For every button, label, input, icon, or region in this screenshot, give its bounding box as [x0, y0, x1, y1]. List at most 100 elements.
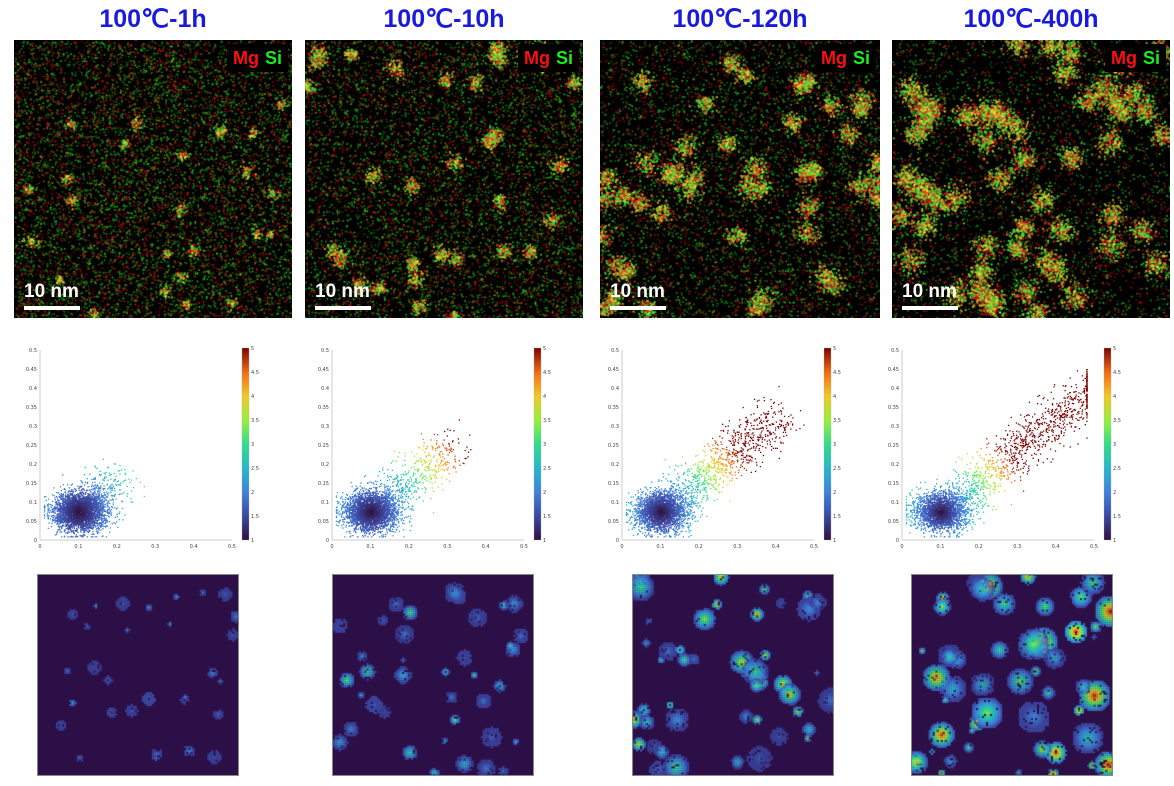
scatter-point [68, 513, 71, 515]
scatter-point [74, 490, 76, 492]
scatter-point [94, 466, 96, 468]
scatter-point [366, 502, 369, 504]
scatter-point [92, 533, 94, 535]
scatter-point [104, 494, 106, 496]
scatter-point [357, 528, 360, 530]
scatter-point [86, 524, 88, 526]
scatter-point [51, 520, 54, 522]
scatter-point [75, 495, 77, 497]
scatter-point [95, 508, 97, 510]
scatter-point [121, 500, 123, 502]
scatter-point [81, 521, 83, 523]
scatter-point [66, 508, 68, 511]
scatter-point [77, 511, 80, 513]
scatter-point [56, 502, 58, 504]
scatter-point [82, 529, 84, 531]
scatter-point [106, 491, 108, 493]
scatter-point [81, 528, 84, 531]
scatter-point [346, 505, 348, 507]
scatter-point [76, 519, 78, 521]
scatter-point [377, 528, 379, 530]
scatter-point [389, 509, 392, 511]
scatter-point [74, 495, 76, 498]
scatter-point [83, 520, 85, 522]
scatter-point [111, 487, 113, 489]
scatter-point [106, 493, 108, 495]
scatter-point [57, 518, 59, 520]
scatter-point [402, 522, 404, 524]
scatter-point [107, 467, 109, 469]
scatter-point [80, 504, 83, 507]
scatter-point [84, 507, 87, 509]
scatter-point [74, 505, 77, 507]
scatter-point [74, 502, 76, 504]
scatter-point [49, 503, 51, 506]
scatter-point [93, 497, 96, 499]
scatter-point [105, 517, 108, 520]
scatter-point [423, 475, 425, 477]
scatter-point [82, 527, 85, 529]
scatter-point [106, 483, 108, 486]
scatter-point [88, 497, 90, 499]
scatter-point [80, 494, 83, 496]
scatter-point [59, 518, 62, 521]
scatter-point [423, 442, 425, 444]
scatter-point [61, 527, 63, 529]
scatter-point [95, 486, 97, 488]
scatter-point [63, 515, 65, 517]
scatter-point [59, 518, 61, 520]
scatter-point [435, 442, 438, 445]
scatter-point [72, 514, 74, 516]
scatter-point [377, 530, 380, 532]
scatter-point [414, 485, 416, 488]
scatter-point [83, 493, 85, 495]
scatter-point [355, 531, 357, 534]
scatter-point [88, 525, 90, 527]
scatter-point [92, 527, 94, 529]
scatter-point [77, 531, 79, 534]
scatter-point [95, 494, 97, 496]
scalebar-line [610, 306, 666, 310]
scatter-point [74, 516, 77, 518]
scatter-point [76, 536, 78, 538]
scatter-point [395, 524, 398, 526]
scatter-point [98, 517, 101, 519]
scatter-point [428, 465, 430, 467]
scatter-point [56, 522, 59, 524]
scatter-point [454, 459, 456, 461]
scatter-point [60, 492, 63, 495]
scatter-point [387, 522, 390, 524]
scatter-point [401, 489, 403, 491]
scatter-point [103, 509, 105, 511]
scatter-point [93, 492, 95, 494]
scatter-point [362, 536, 364, 538]
scatter-point [94, 515, 96, 517]
scatter-point [94, 516, 96, 519]
scatter-point [91, 518, 93, 520]
scatter-point [62, 502, 64, 505]
scatter-point [66, 495, 69, 498]
scatter-point [362, 530, 364, 532]
scatter-point [343, 518, 345, 521]
scatter-point [62, 496, 64, 499]
scatter-point [113, 479, 115, 481]
scatter-point [395, 511, 397, 513]
scatter-point [84, 497, 86, 500]
scatter-point [100, 473, 102, 476]
scatter-point [98, 518, 100, 520]
scatter-point [85, 511, 87, 513]
y-tick-label: 0.15 [26, 481, 37, 487]
scatter-point [76, 505, 78, 507]
scatter-point [61, 525, 63, 527]
scatter-point [120, 482, 122, 484]
scatter-point [79, 506, 81, 509]
scatter-point [81, 489, 83, 491]
scatter-point [86, 512, 88, 515]
scatter-point [335, 509, 338, 511]
scatter-point [68, 505, 70, 507]
scatter-point [49, 512, 51, 514]
scatter-point [108, 507, 111, 509]
scatter-point [118, 519, 120, 521]
scatter-point [362, 507, 364, 509]
scatter-point [97, 509, 99, 511]
